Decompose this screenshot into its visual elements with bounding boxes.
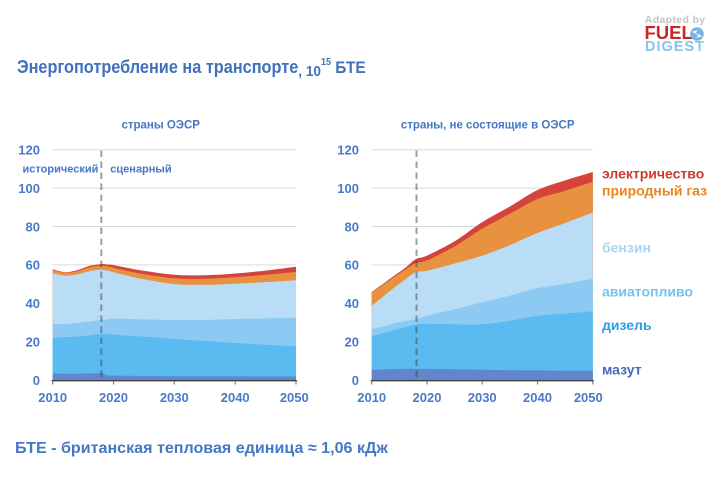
svg-text:2040: 2040 bbox=[523, 390, 552, 405]
svg-text:20: 20 bbox=[26, 334, 40, 349]
svg-text:электричество: электричество bbox=[602, 166, 704, 182]
svg-text:60: 60 bbox=[26, 258, 40, 273]
svg-text:80: 80 bbox=[345, 219, 359, 234]
svg-text:2010: 2010 bbox=[357, 390, 386, 405]
svg-text:2030: 2030 bbox=[468, 390, 497, 405]
svg-text:страны, не состоящие в ОЭСР: страны, не состоящие в ОЭСР bbox=[401, 120, 575, 132]
svg-text:120: 120 bbox=[337, 143, 359, 158]
svg-text:мазут: мазут bbox=[602, 362, 642, 378]
svg-text:страны ОЭСР: страны ОЭСР bbox=[121, 120, 200, 132]
svg-text:авиатопливо: авиатопливо bbox=[602, 284, 693, 300]
svg-text:60: 60 bbox=[345, 258, 359, 273]
svg-text:100: 100 bbox=[18, 181, 40, 196]
svg-text:дизель: дизель bbox=[602, 317, 652, 333]
svg-text:сценарный: сценарный bbox=[110, 164, 171, 176]
svg-text:2050: 2050 bbox=[574, 390, 603, 405]
svg-text:40: 40 bbox=[26, 296, 40, 311]
svg-text:100: 100 bbox=[337, 181, 359, 196]
svg-text:40: 40 bbox=[345, 296, 359, 311]
svg-text:2020: 2020 bbox=[413, 390, 442, 405]
svg-text:исторический: исторический bbox=[23, 164, 99, 176]
svg-text:природный газ: природный газ bbox=[602, 183, 707, 199]
svg-text:2050: 2050 bbox=[280, 390, 309, 405]
svg-text:2040: 2040 bbox=[221, 390, 250, 405]
svg-text:0: 0 bbox=[33, 373, 40, 388]
svg-text:120: 120 bbox=[18, 143, 40, 158]
svg-text:2030: 2030 bbox=[160, 390, 189, 405]
svg-text:20: 20 bbox=[345, 334, 359, 349]
svg-text:2020: 2020 bbox=[99, 390, 128, 405]
svg-text:2010: 2010 bbox=[38, 390, 67, 405]
svg-text:бензин: бензин bbox=[602, 240, 651, 256]
svg-text:0: 0 bbox=[352, 373, 359, 388]
svg-text:80: 80 bbox=[26, 219, 40, 234]
